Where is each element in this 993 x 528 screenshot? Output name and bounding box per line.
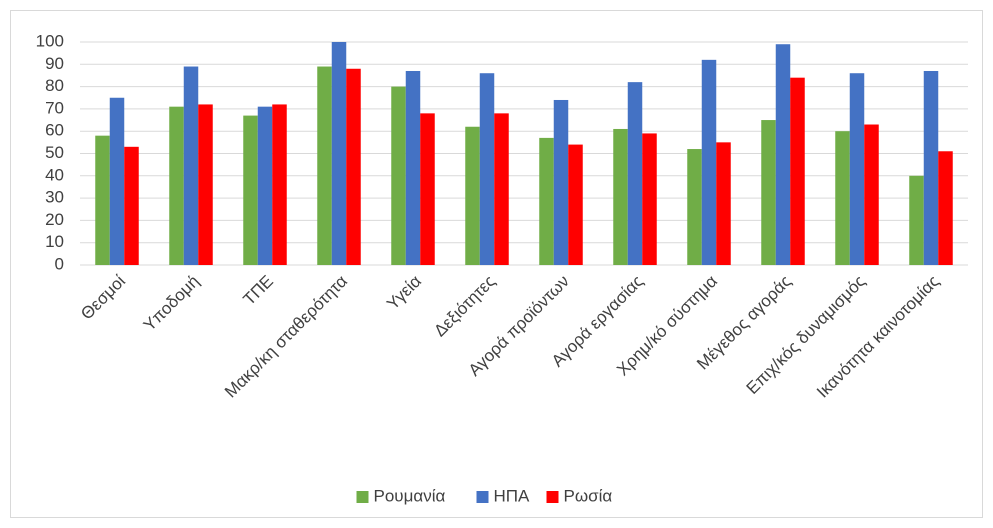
y-tick-label: 20 (45, 210, 64, 229)
bar (109, 97, 125, 265)
bar (716, 142, 731, 265)
bar (272, 104, 287, 265)
bar (687, 149, 702, 265)
bar (391, 86, 406, 265)
y-tick-label: 10 (45, 232, 64, 251)
legend-swatch (546, 491, 559, 503)
y-tick-label: 0 (55, 254, 64, 273)
y-tick-label: 50 (45, 143, 64, 162)
bar (835, 131, 850, 265)
y-tick-label: 80 (45, 76, 64, 95)
y-tick-label: 30 (45, 188, 64, 207)
legend-label: Ρουμανία (374, 486, 446, 505)
legend-label: ΗΠΑ (494, 486, 531, 505)
bar (775, 44, 791, 266)
y-tick-label: 90 (45, 54, 64, 73)
bar (257, 106, 273, 265)
bar (923, 70, 939, 266)
bar (849, 73, 865, 265)
bar (183, 66, 199, 265)
bar (627, 82, 643, 265)
bar (95, 135, 110, 265)
bar (405, 70, 421, 266)
y-tick-label: 40 (45, 165, 64, 184)
bar (909, 175, 924, 265)
legend-swatch (476, 491, 489, 503)
bar (553, 99, 569, 265)
bar (479, 73, 495, 265)
bar (642, 133, 657, 265)
bar (198, 104, 213, 265)
bar (317, 66, 332, 265)
bar (331, 42, 347, 265)
y-tick-label: 60 (45, 121, 64, 140)
bar (169, 106, 184, 265)
bar (346, 68, 361, 265)
bar (790, 77, 805, 266)
bar (420, 113, 435, 265)
y-tick-label: 100 (36, 31, 64, 50)
legend-label: Ρωσία (564, 486, 613, 505)
bar (613, 128, 628, 265)
bar (938, 151, 953, 265)
bar (761, 120, 776, 265)
bar (539, 137, 554, 265)
bar (568, 144, 583, 265)
legend-swatch (356, 491, 369, 503)
bar (864, 124, 879, 265)
bar (465, 126, 480, 266)
y-tick-label: 70 (45, 98, 64, 117)
bar (124, 146, 139, 265)
bar (494, 113, 509, 265)
bar (243, 115, 258, 265)
bar (701, 59, 717, 266)
